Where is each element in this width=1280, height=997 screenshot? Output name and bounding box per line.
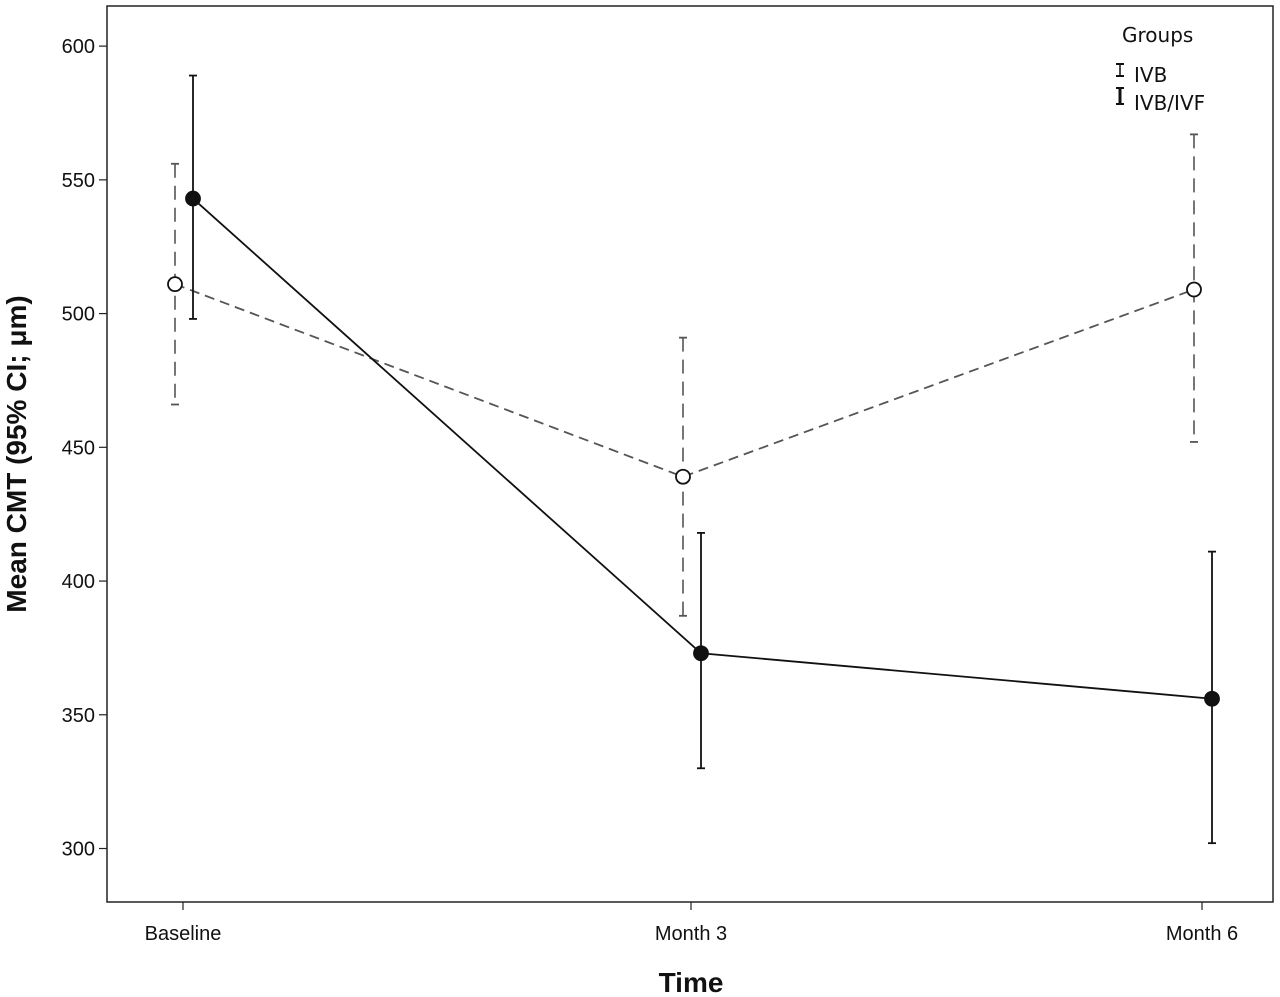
- series-layer: [167, 74, 1220, 845]
- y-tick-label-350: 350: [62, 705, 95, 727]
- series-line-1: [192, 197, 1213, 700]
- legend-label-0: IVB: [1134, 63, 1167, 87]
- y-tick-label-400: 400: [62, 571, 95, 593]
- data-point-1-2: [1204, 690, 1220, 707]
- series-0: [167, 133, 1202, 617]
- y-tick-label-450: 450: [62, 437, 95, 459]
- legend-label-1: IVB/IVF: [1134, 91, 1205, 115]
- x-axis: Baseline Month 3 Month 6: [145, 902, 1238, 945]
- x-tick-label-2: Month 6: [1166, 923, 1238, 945]
- data-point-0-1: [675, 468, 691, 485]
- y-tick-label-300: 300: [62, 839, 95, 861]
- data-point-0-0: [167, 276, 183, 293]
- data-point-1-1: [693, 645, 709, 662]
- data-point-0-2: [1186, 281, 1202, 298]
- y-tick-label-500: 500: [62, 304, 95, 326]
- y-axis-title: Mean CMT (95% CI; μm): [1, 295, 32, 612]
- y-tick-label-600: 600: [62, 36, 95, 58]
- series-1: [185, 74, 1220, 845]
- plot-area-frame: [106, 5, 1274, 903]
- x-tick-label-1: Month 3: [655, 923, 727, 945]
- y-tick-label-550: 550: [62, 170, 95, 192]
- y-axis: 300 350 400 450 500 550 600: [62, 36, 107, 861]
- legend-title: Groups: [1122, 23, 1193, 47]
- x-tick-label-0: Baseline: [145, 923, 222, 945]
- series-line-0: [174, 283, 1195, 478]
- x-axis-title: Time: [659, 967, 724, 997]
- data-point-1-0: [185, 190, 201, 207]
- legend: Groups IVB IVB/IVF: [1116, 23, 1205, 115]
